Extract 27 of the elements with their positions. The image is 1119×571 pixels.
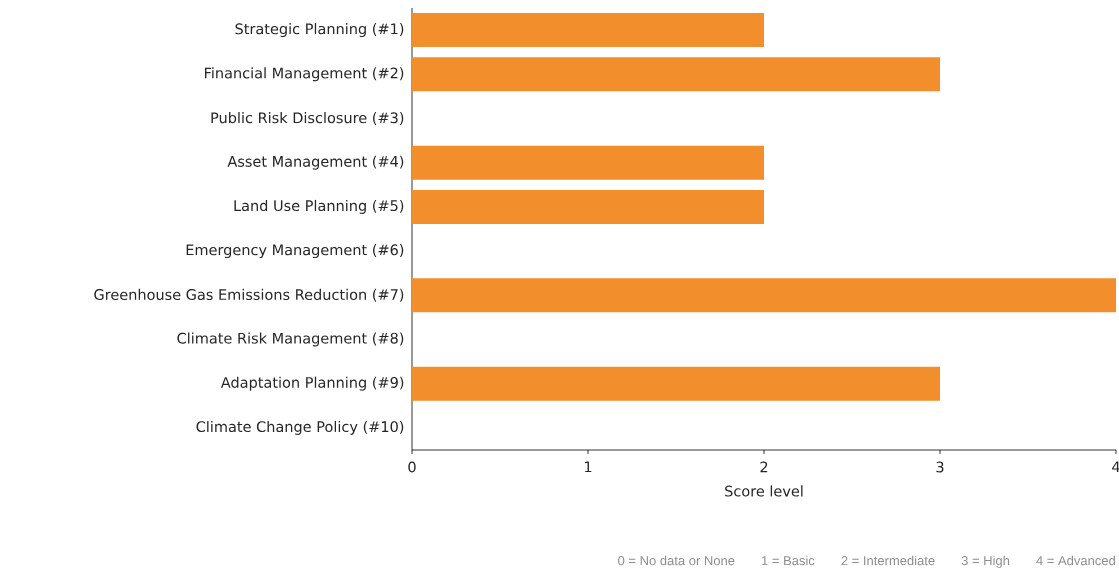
y-tick-label: Financial Management (#2) <box>204 67 404 82</box>
bar <box>412 189 764 224</box>
y-tick-label: Public Risk Disclosure (#3) <box>211 112 404 125</box>
x-tick-label: 0 <box>408 461 416 473</box>
bar <box>412 145 764 180</box>
y-tick-label: Strategic Planning (#1) <box>235 23 404 38</box>
text: 2 = Intermediate <box>841 555 935 566</box>
y-tick-label: Climate Change Policy (#10) <box>196 420 404 435</box>
text: 3 = High <box>961 555 1010 568</box>
y-tick-label: Greenhouse Gas Emissions Reduction (#7) <box>94 288 404 302</box>
bar <box>412 57 941 92</box>
y-tick-label: Climate Risk Management (#8) <box>177 332 404 347</box>
y-tick-label: Adaptation Planning (#9) <box>220 376 404 391</box>
y-tick-label: Emergency Management (#6) <box>186 244 404 259</box>
y-tick-label: Asset Management (#4) <box>227 155 404 170</box>
text: 0 = No data or None <box>618 555 735 566</box>
x-tick-label: 3 <box>936 461 944 473</box>
bar <box>412 13 764 48</box>
x-axis-title: Score level <box>725 485 803 497</box>
text: 1 = Basic <box>762 555 815 566</box>
text: 4 = Advanced <box>1036 555 1115 566</box>
bar <box>412 366 941 401</box>
x-tick-label: 1 <box>584 461 592 473</box>
y-tick-label: Land Use Planning (#5) <box>234 199 404 214</box>
bar <box>412 278 1117 313</box>
x-tick-label: 4 <box>1112 461 1119 473</box>
x-tick-label: 2 <box>760 461 768 473</box>
